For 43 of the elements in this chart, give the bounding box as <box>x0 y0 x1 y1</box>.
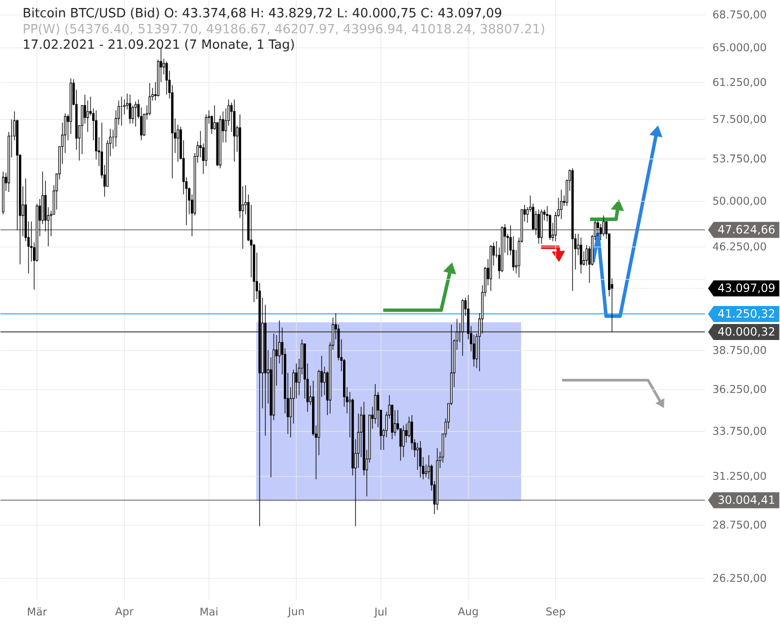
candlestick <box>538 209 540 244</box>
text: PP(W) (54376.40, 51397.70, 49186.67, 46207.97, 43996.94, 41018.24, 38807.21) <box>24 24 544 35</box>
candlestick <box>560 189 562 220</box>
candlestick <box>295 363 298 399</box>
candlestick <box>134 101 137 127</box>
annotation: 17.02.2021 - 21.09.2021 (7 Monate, 1 Tag) <box>24 39 294 52</box>
y-tick-label: 50.000,00 <box>713 196 766 206</box>
y-tick-label: 26.250,00 <box>713 574 766 583</box>
x-tick-label: Mai <box>200 607 218 616</box>
y-tick-label: 53.750,00 <box>713 154 766 164</box>
y-tick-label: 31.250,00 <box>713 472 766 481</box>
candlestick <box>596 220 600 237</box>
text: Bitcoin BTC/USD (Bid) O: 43.374,68 H: 43.829,72 L: 40.000,75 C: 43.097,09 <box>24 8 502 19</box>
candlestick <box>405 423 408 444</box>
candlestick <box>148 82 151 116</box>
ref-line-label: 41.250,32 <box>718 309 774 319</box>
x-tick-label: Mär <box>28 607 48 616</box>
candlestick <box>402 424 405 458</box>
y-tick-label: 46.250,00 <box>712 242 766 252</box>
candlestick <box>585 244 588 266</box>
y-tick-label: 33.750,00 <box>713 426 766 436</box>
y-tick-label: 68.750,00 <box>713 10 766 20</box>
x-tick-label: Apr <box>115 607 134 618</box>
candlestick <box>165 61 168 95</box>
y-tick-label: 36.250,00 <box>713 384 766 394</box>
annotation: 43.097,09 <box>718 283 774 294</box>
ref-line-label: 47.624,66 <box>718 224 775 235</box>
candlestick <box>600 224 602 240</box>
x-tick-label: Sep <box>546 607 566 618</box>
y-tick-label: 38.750,00 <box>713 346 766 356</box>
x-tick-label: Aug <box>458 607 478 618</box>
candlestick <box>86 100 89 132</box>
y-tick-label: 57.500,00 <box>713 114 766 124</box>
candlestick <box>534 210 538 236</box>
y-tick-label: 65.000,00 <box>713 43 766 52</box>
y-tick-label: 28.750,00 <box>713 520 766 530</box>
x-tick-label: Jul <box>374 607 386 618</box>
ref-line-label: 40.000,32 <box>718 327 774 337</box>
candlestick <box>132 105 134 124</box>
y-tick-label: 61.250,00 <box>713 78 766 88</box>
x-tick-label: Jun <box>287 607 304 618</box>
candlestick <box>419 440 422 478</box>
ref-line-label: 30.004,41 <box>718 495 774 506</box>
